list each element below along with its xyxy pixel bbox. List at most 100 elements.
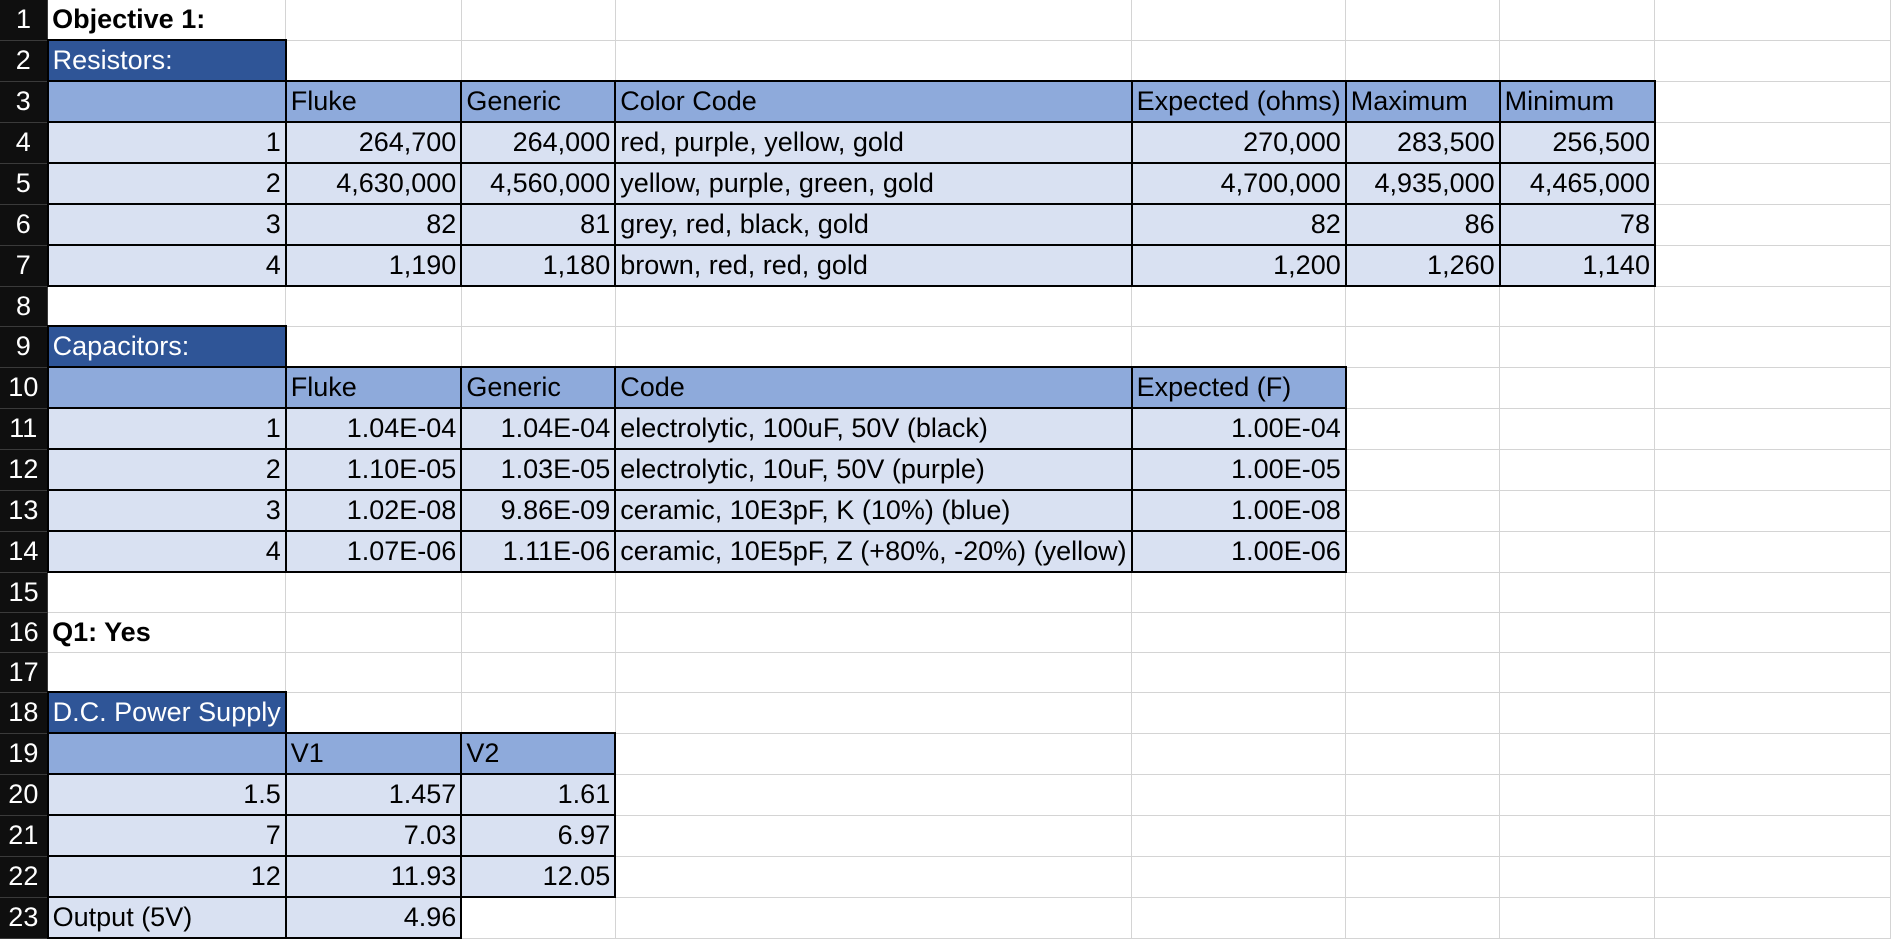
cell-g3[interactable]: Minimum	[1498, 80, 1656, 123]
cell-h17[interactable]	[1654, 652, 1891, 693]
cell-g10[interactable]	[1499, 367, 1656, 409]
row-header[interactable]: 2	[0, 40, 49, 82]
cell-d21[interactable]	[615, 815, 1133, 857]
cell-e12[interactable]: 1.00E-05	[1130, 448, 1347, 491]
cell-f3[interactable]: Maximum	[1344, 80, 1501, 123]
row-header[interactable]: 21	[0, 815, 49, 857]
row-header[interactable]: 4	[0, 122, 49, 164]
row-header[interactable]: 14	[0, 531, 49, 573]
cell-e13[interactable]: 1.00E-08	[1130, 489, 1347, 532]
cell-g22[interactable]	[1499, 856, 1656, 898]
cell-d5[interactable]: yellow, purple, green, gold	[614, 162, 1133, 205]
cell-b9[interactable]	[285, 326, 462, 368]
cell-d13[interactable]: ceramic, 10E3pF, K (10%) (blue)	[614, 489, 1133, 532]
cell-g7[interactable]: 1,140	[1498, 244, 1656, 287]
cell-f12[interactable]	[1345, 449, 1501, 491]
cell-e23[interactable]	[1131, 897, 1347, 939]
cell-h15[interactable]	[1654, 572, 1891, 613]
cell-e2[interactable]	[1131, 40, 1347, 82]
cell-e16[interactable]	[1131, 612, 1347, 653]
cell-a13[interactable]: 3	[46, 489, 287, 532]
cell-f16[interactable]	[1345, 612, 1501, 653]
cell-a23[interactable]: Output (5V)	[46, 896, 287, 939]
cell-c20[interactable]: 1.61	[460, 773, 617, 816]
cell-d22[interactable]	[615, 856, 1133, 898]
cell-a22[interactable]: 12	[46, 855, 287, 898]
cell-e18[interactable]	[1131, 692, 1347, 734]
cell-a18[interactable]: D.C. Power Supply	[46, 691, 287, 734]
cell-f9[interactable]	[1345, 326, 1501, 368]
cell-a6[interactable]: 3	[46, 203, 287, 246]
cell-c14[interactable]: 1.11E-06	[460, 530, 617, 573]
cell-a4[interactable]: 1	[46, 121, 287, 164]
cell-b17[interactable]	[285, 652, 462, 693]
cell-f13[interactable]	[1345, 490, 1501, 532]
cell-f19[interactable]	[1345, 733, 1501, 775]
cell-a11[interactable]: 1	[46, 407, 287, 450]
cell-b13[interactable]: 1.02E-08	[284, 489, 463, 532]
cell-g19[interactable]	[1499, 733, 1656, 775]
cell-d2[interactable]	[615, 40, 1133, 82]
cell-d8[interactable]	[615, 286, 1133, 327]
cell-e1[interactable]	[1131, 0, 1347, 41]
cell-h14[interactable]	[1654, 531, 1891, 573]
cell-h21[interactable]	[1654, 815, 1891, 857]
cell-c3[interactable]: Generic	[460, 80, 617, 123]
cell-d20[interactable]	[615, 774, 1133, 816]
cell-b15[interactable]	[285, 572, 462, 613]
cell-c15[interactable]	[461, 572, 616, 613]
cell-b16[interactable]	[285, 612, 462, 653]
row-header[interactable]: 9	[0, 326, 49, 368]
cell-b7[interactable]: 1,190	[284, 244, 463, 287]
cell-h2[interactable]	[1654, 40, 1891, 82]
cell-f2[interactable]	[1345, 40, 1501, 82]
cell-h19[interactable]	[1654, 733, 1891, 775]
cell-e4[interactable]: 270,000	[1130, 121, 1347, 164]
cell-e9[interactable]	[1131, 326, 1347, 368]
cell-h20[interactable]	[1654, 774, 1891, 816]
cell-b19[interactable]: V1	[284, 732, 463, 775]
cell-f1[interactable]	[1345, 0, 1501, 41]
cell-f6[interactable]: 86	[1344, 203, 1501, 246]
cell-e22[interactable]	[1131, 856, 1347, 898]
cell-a10[interactable]	[46, 366, 287, 409]
cell-h6[interactable]	[1654, 204, 1891, 246]
cell-f11[interactable]	[1345, 408, 1501, 450]
cell-g14[interactable]	[1499, 531, 1656, 573]
cell-h7[interactable]	[1654, 245, 1891, 287]
cell-d12[interactable]: electrolytic, 10uF, 50V (purple)	[614, 448, 1133, 491]
cell-g21[interactable]	[1499, 815, 1656, 857]
cell-f21[interactable]	[1345, 815, 1501, 857]
cell-e17[interactable]	[1131, 652, 1347, 693]
cell-d7[interactable]: brown, red, red, gold	[614, 244, 1133, 287]
cell-c8[interactable]	[461, 286, 616, 327]
cell-c1[interactable]	[461, 0, 616, 41]
cell-g5[interactable]: 4,465,000	[1498, 162, 1656, 205]
cell-d10[interactable]: Code	[614, 366, 1133, 409]
cell-e11[interactable]: 1.00E-04	[1130, 407, 1347, 450]
cell-d23[interactable]	[615, 897, 1133, 939]
cell-e19[interactable]	[1131, 733, 1347, 775]
cell-b2[interactable]	[285, 40, 462, 82]
cell-h22[interactable]	[1654, 856, 1891, 898]
row-header[interactable]: 17	[0, 652, 49, 693]
row-header[interactable]: 22	[0, 856, 49, 898]
cell-e7[interactable]: 1,200	[1130, 244, 1347, 287]
row-header[interactable]: 16	[0, 612, 49, 653]
cell-b5[interactable]: 4,630,000	[284, 162, 463, 205]
cell-h16[interactable]	[1654, 612, 1891, 653]
cell-a14[interactable]: 4	[46, 530, 287, 573]
cell-c10[interactable]: Generic	[460, 366, 617, 409]
cell-g16[interactable]	[1499, 612, 1656, 653]
cell-c23[interactable]	[461, 897, 616, 939]
cell-h4[interactable]	[1654, 122, 1891, 164]
cell-h13[interactable]	[1654, 490, 1891, 532]
cell-h10[interactable]	[1654, 367, 1891, 409]
cell-g20[interactable]	[1499, 774, 1656, 816]
cell-f10[interactable]	[1345, 367, 1501, 409]
cell-d6[interactable]: grey, red, black, gold	[614, 203, 1133, 246]
cell-h1[interactable]	[1654, 0, 1891, 41]
cell-c2[interactable]	[461, 40, 616, 82]
cell-c22[interactable]: 12.05	[460, 855, 617, 898]
cell-g18[interactable]	[1499, 692, 1656, 734]
